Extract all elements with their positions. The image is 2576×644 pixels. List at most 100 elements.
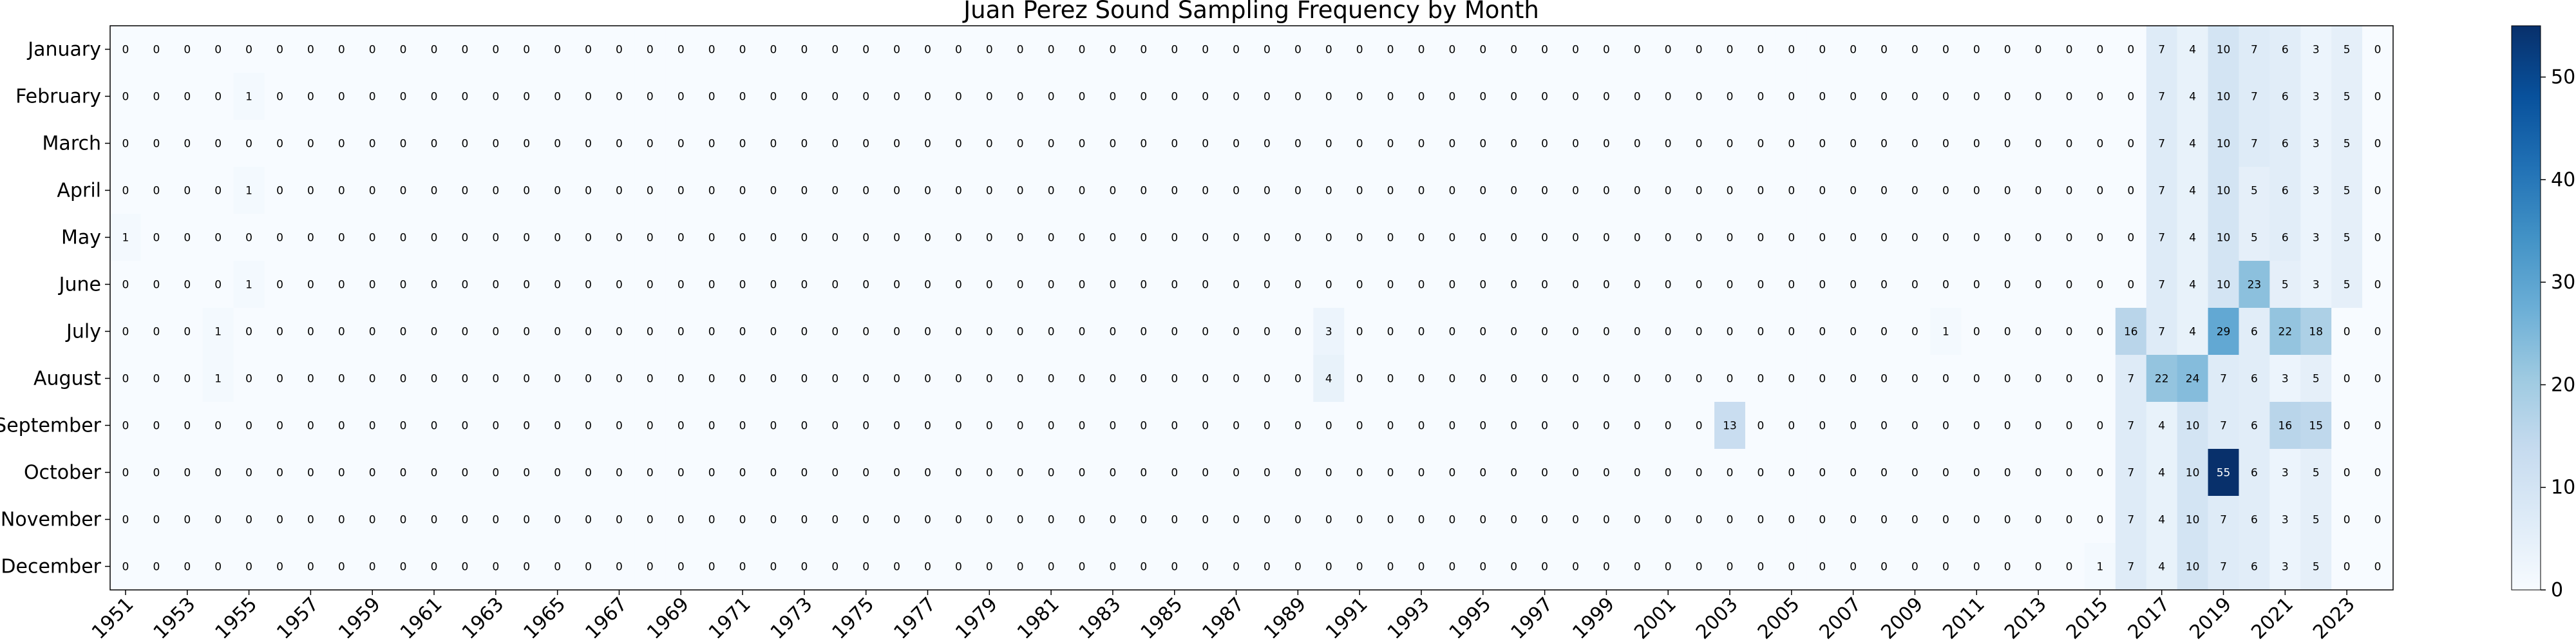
- cell-value-label: 0: [1387, 326, 1394, 339]
- heatmap-cell: [1467, 355, 1499, 402]
- cell-value-label: 0: [616, 232, 623, 245]
- heatmap-cell: [850, 402, 882, 450]
- heatmap-cell: [1622, 308, 1653, 355]
- heatmap-cell: [388, 496, 419, 544]
- heatmap-cell: [2362, 402, 2394, 450]
- heatmap-cell: [1036, 355, 1067, 402]
- heatmap-cell: [1313, 449, 1345, 497]
- cell-value-label: 4: [2189, 279, 2196, 292]
- heatmap-cell: [1714, 449, 1746, 497]
- cell-value-label: 0: [831, 514, 838, 527]
- cell-value-label: 0: [1233, 373, 1240, 386]
- cell-value-label: 7: [2158, 138, 2165, 151]
- heatmap-cell: [943, 543, 974, 591]
- cell-value-label: 7: [2220, 561, 2227, 574]
- heatmap-cell: [1313, 120, 1345, 167]
- cell-value-label: 0: [1264, 373, 1271, 386]
- heatmap-cell: [1961, 120, 1993, 167]
- heatmap-cell: [788, 26, 820, 73]
- heatmap-cell: [388, 355, 419, 402]
- heatmap-cell: [1313, 543, 1345, 591]
- heatmap-cell: [1159, 167, 1191, 214]
- heatmap-cell: [1714, 120, 1746, 167]
- cell-value-label: 0: [708, 561, 715, 574]
- x-tick-label: 2017: [2124, 593, 2175, 644]
- cell-value-label: 0: [1202, 326, 1209, 339]
- heatmap-cell: [1683, 543, 1715, 591]
- heatmap-cell: [419, 543, 450, 591]
- heatmap-cell: [1097, 449, 1129, 497]
- heatmap-cell: [1282, 402, 1314, 450]
- heatmap-cell: [1622, 26, 1653, 73]
- heatmap-cell: [1036, 120, 1067, 167]
- heatmap-cell: [573, 214, 604, 261]
- cell-value-label: 0: [1788, 467, 1795, 480]
- cell-value-label: 0: [1727, 279, 1734, 292]
- cell-value-label: 0: [1356, 514, 1363, 527]
- heatmap-cell: [511, 402, 543, 450]
- y-tick-label: February: [15, 86, 101, 108]
- heatmap-cell: [1529, 120, 1560, 167]
- cell-value-label: 0: [1110, 326, 1117, 339]
- cell-value-label: 0: [924, 420, 931, 433]
- cell-value-label: 1: [1942, 326, 1949, 339]
- cell-value-label: 0: [1572, 514, 1579, 527]
- heatmap-cell: [1005, 543, 1036, 591]
- x-tick-label: 1969: [643, 593, 694, 644]
- heatmap-cell: [2269, 120, 2301, 167]
- y-tick-label: November: [1, 509, 102, 531]
- cell-value-label: 0: [1942, 91, 1949, 104]
- heatmap-cell: [2269, 496, 2301, 544]
- x-tick-label: 1979: [951, 593, 1002, 644]
- cell-value-label: 0: [893, 326, 900, 339]
- cell-value-label: 0: [677, 561, 685, 574]
- heatmap-cell: [1899, 167, 1931, 214]
- cell-value-label: 0: [1140, 279, 1147, 292]
- heatmap-cell: [1529, 543, 1560, 591]
- heatmap-cell: [110, 402, 142, 450]
- cell-value-label: 0: [1757, 91, 1765, 104]
- heatmap-cell: [1961, 73, 1993, 120]
- cell-value-label: 0: [924, 44, 931, 57]
- cell-value-label: 0: [400, 420, 407, 433]
- heatmap-cell: [357, 308, 388, 355]
- heatmap-cell: [943, 26, 974, 73]
- heatmap-cell: [1745, 120, 1777, 167]
- heatmap-cell: [1899, 449, 1931, 497]
- cell-value-label: 0: [1017, 232, 1024, 245]
- cell-value-label: 0: [1665, 91, 1672, 104]
- heatmap-cell: [2146, 73, 2178, 120]
- heatmap-cell: [881, 308, 913, 355]
- heatmap-cell: [1344, 543, 1376, 591]
- heatmap-cell: [1806, 496, 1839, 544]
- cell-value-label: 0: [2344, 467, 2351, 480]
- cell-value-label: 0: [1572, 185, 1579, 198]
- cell-value-label: 0: [554, 467, 561, 480]
- cell-value-label: 0: [708, 514, 715, 527]
- heatmap-cell: [1591, 261, 1622, 308]
- cell-value-label: 0: [708, 232, 715, 245]
- heatmap-cell: [1837, 26, 1870, 73]
- cell-value-label: 0: [1110, 514, 1117, 527]
- heatmap-cell: [1406, 496, 1437, 544]
- heatmap-cell: [1066, 449, 1098, 497]
- cell-value-label: 0: [523, 514, 530, 527]
- heatmap-cell: [788, 543, 820, 591]
- heatmap-cell: [233, 73, 265, 120]
- heatmap-cell: [233, 496, 265, 544]
- cell-value-label: 0: [2344, 514, 2351, 527]
- heatmap-cell: [1529, 214, 1560, 261]
- heatmap-cell: [419, 449, 450, 497]
- x-tick-label: 1965: [520, 593, 571, 644]
- cell-value-label: 0: [369, 232, 376, 245]
- cell-value-label: 0: [1510, 514, 1517, 527]
- cell-value-label: 0: [245, 467, 252, 480]
- heatmap-cell: [1683, 167, 1715, 214]
- heatmap-cell: [1005, 355, 1036, 402]
- heatmap-cell: [1189, 261, 1221, 308]
- cell-value-label: 0: [1202, 185, 1209, 198]
- cell-value-label: 0: [1233, 279, 1240, 292]
- heatmap-cell: [419, 402, 450, 450]
- heatmap-cell: [850, 308, 882, 355]
